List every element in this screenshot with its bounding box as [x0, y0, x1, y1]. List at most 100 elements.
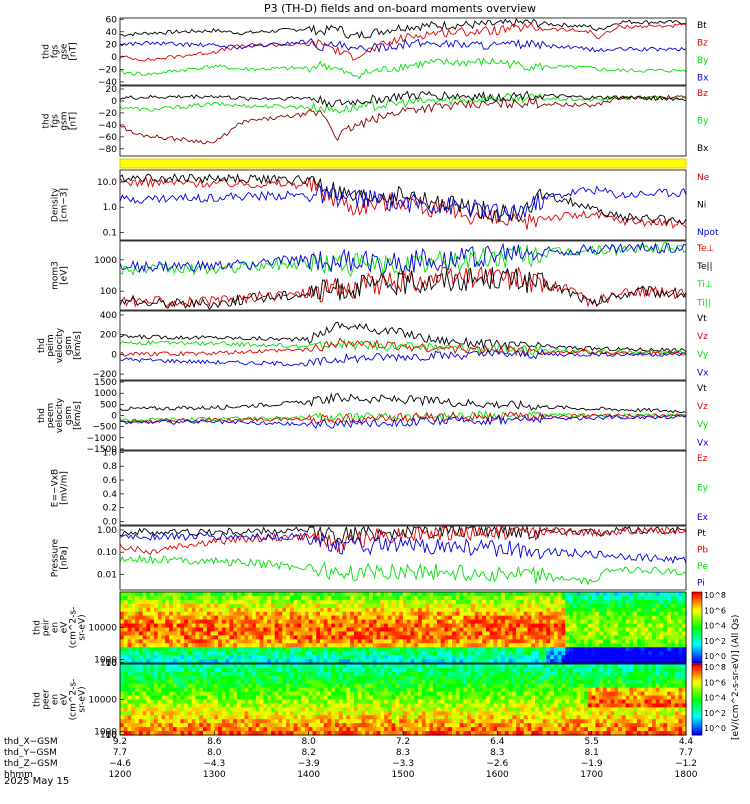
heatmap-cell	[252, 635, 256, 640]
heatmap-cell	[618, 608, 622, 613]
heatmap-cell	[316, 639, 320, 644]
heatmap-cell	[339, 635, 343, 640]
heatmap-cell	[678, 635, 682, 640]
heatmap-cell	[456, 707, 460, 712]
heatmap-cell	[411, 668, 415, 673]
heatmap-cell	[380, 628, 384, 633]
heatmap-cell	[652, 647, 656, 652]
heatmap-cell	[520, 692, 524, 697]
heatmap-cell	[407, 664, 411, 669]
heatmap-cell	[324, 727, 328, 732]
heatmap-cell	[452, 628, 456, 633]
heatmap-cell	[369, 672, 373, 677]
heatmap-cell	[309, 600, 313, 605]
heatmap-cell	[580, 604, 584, 609]
heatmap-cell	[188, 707, 192, 712]
heatmap-cell	[150, 707, 154, 712]
heatmap-cell	[365, 651, 369, 656]
heatmap-cell	[143, 664, 147, 669]
heatmap-cell	[422, 664, 426, 669]
heatmap-cell	[422, 639, 426, 644]
heatmap-cell	[569, 631, 573, 636]
heatmap-cell	[648, 600, 652, 605]
heatmap-cell	[267, 676, 271, 681]
heatmap-cell	[128, 723, 132, 728]
heatmap-cell	[433, 600, 437, 605]
heatmap-cell	[577, 596, 581, 601]
heatmap-cell	[448, 727, 452, 732]
heatmap-cell	[478, 628, 482, 633]
heatmap-cell	[339, 680, 343, 685]
heatmap-cell	[565, 620, 569, 625]
heatmap-cell	[290, 676, 294, 681]
heatmap-cell	[543, 651, 547, 656]
heatmap-cell	[263, 620, 267, 625]
legend-entry-Te: Te⊥	[696, 244, 715, 254]
heatmap-cell	[297, 596, 301, 601]
heatmap-cell	[460, 703, 464, 708]
heatmap-cell	[505, 668, 509, 673]
heatmap-cell	[550, 620, 554, 625]
heatmap-cell	[422, 628, 426, 633]
heatmap-cell	[373, 600, 377, 605]
heatmap-cell	[441, 719, 445, 724]
heatmap-cell	[158, 612, 162, 617]
heatmap-cell	[297, 616, 301, 621]
heatmap-cell	[350, 711, 354, 716]
heatmap-cell	[618, 631, 622, 636]
heatmap-cell	[120, 651, 124, 656]
heatmap-cell	[528, 592, 532, 597]
heatmap-cell	[188, 688, 192, 693]
heatmap-cell	[437, 676, 441, 681]
heatmap-cell	[150, 608, 154, 613]
heatmap-cell	[275, 680, 279, 685]
heatmap-cell	[512, 643, 516, 648]
heatmap-cell	[248, 600, 252, 605]
heatmap-cell	[426, 635, 430, 640]
heatmap-cell	[195, 719, 199, 724]
heatmap-cell	[614, 596, 618, 601]
heatmap-cell	[290, 592, 294, 597]
heatmap-cell	[241, 696, 245, 701]
heatmap-cell	[380, 676, 384, 681]
heatmap-cell	[486, 647, 490, 652]
heatmap-cell	[354, 719, 358, 724]
heatmap-cell	[460, 600, 464, 605]
heatmap-cell	[286, 600, 290, 605]
heatmap-cell	[448, 592, 452, 597]
heatmap-cell	[422, 692, 426, 697]
heatmap-cell	[211, 703, 215, 708]
heatmap-cell	[505, 631, 509, 636]
heatmap-cell	[524, 696, 528, 701]
heatmap-cell	[146, 676, 150, 681]
heatmap-cell	[169, 672, 173, 677]
heatmap-cell	[282, 600, 286, 605]
heatmap-cell	[128, 692, 132, 697]
heatmap-cell	[297, 719, 301, 724]
heatmap-cell	[512, 719, 516, 724]
heatmap-cell	[128, 600, 132, 605]
heatmap-cell	[388, 723, 392, 728]
heatmap-cell	[294, 592, 298, 597]
heatmap-cell	[146, 703, 150, 708]
heatmap-cell	[550, 612, 554, 617]
heatmap-cell	[256, 608, 260, 613]
heatmap-cell	[656, 655, 660, 660]
heatmap-cell	[139, 616, 143, 621]
heatmap-cell	[305, 715, 309, 720]
heatmap-cell	[237, 676, 241, 681]
heatmap-cell	[124, 651, 128, 656]
heatmap-cell	[286, 631, 290, 636]
heatmap-cell	[211, 680, 215, 685]
heatmap-cell	[162, 676, 166, 681]
heatmap-cell	[463, 700, 467, 705]
heatmap-cell	[384, 668, 388, 673]
heatmap-cell	[671, 628, 675, 633]
heatmap-cell	[528, 631, 532, 636]
heatmap-cell	[237, 624, 241, 629]
heatmap-cell	[418, 672, 422, 677]
heatmap-cell	[573, 628, 577, 633]
heatmap-cell	[380, 711, 384, 716]
